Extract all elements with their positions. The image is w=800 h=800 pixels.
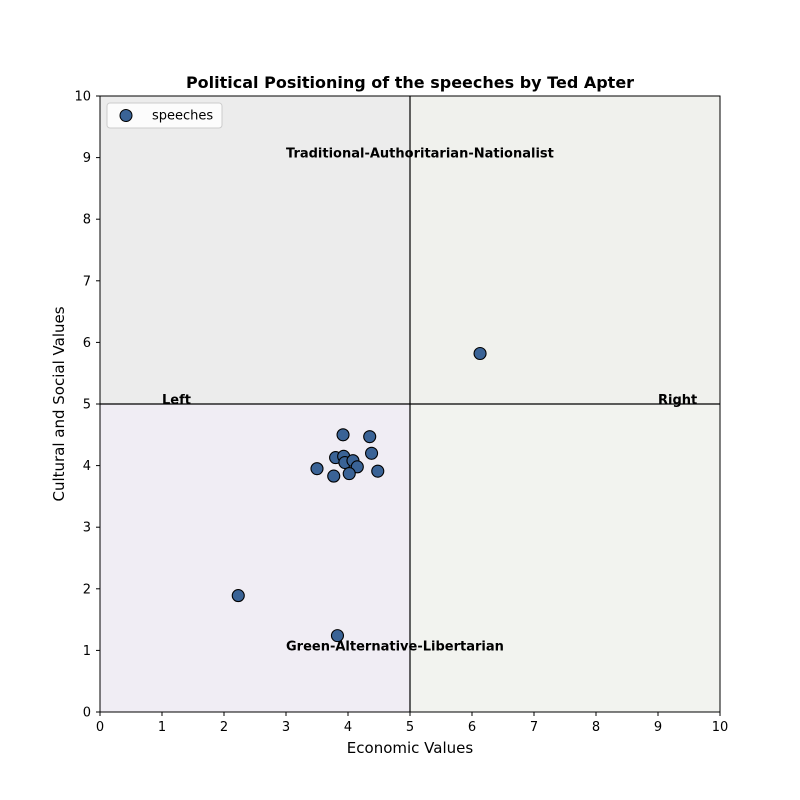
x-axis-ticks: 0 1 2 3 4 5 6 7 8 9 10 [96,712,728,735]
data-point [371,464,385,478]
x-tick-label: 2 [220,720,228,735]
data-point [365,446,379,460]
data-point [342,467,356,481]
y-tick-label: 3 [83,521,91,536]
y-axis-ticks: 0 1 2 3 4 5 6 7 8 9 10 [74,90,100,721]
data-point [363,430,377,444]
legend-box [106,102,223,129]
y-tick-label: 2 [83,582,91,597]
chart-title: Political Positioning of the speeches by… [186,73,634,92]
data-point [327,469,341,483]
legend-marker [119,109,133,122]
y-axis-label: Cultural and Social Values [50,306,68,501]
data-point [310,462,324,476]
y-tick-label: 10 [74,90,91,105]
x-tick-label: 9 [654,720,662,735]
y-tick-label: 5 [83,398,91,413]
y-tick-label: 4 [83,459,91,474]
y-tick-label: 8 [83,213,91,228]
annotation-green-alternative-libertarian: Green-Alternative-Libertarian [286,639,504,654]
y-tick-label: 6 [83,336,91,351]
x-tick-label: 3 [282,720,290,735]
quadrant-bottom-right [410,404,720,712]
legend: speeches [106,102,223,129]
quadrant-backgrounds [100,96,720,712]
data-point [336,428,350,442]
legend-label-speeches: speeches [152,109,213,124]
annotation-right: Right [658,393,697,408]
x-tick-label: 1 [158,720,166,735]
y-tick-label: 9 [83,151,91,166]
x-tick-label: 6 [468,720,476,735]
x-tick-label: 4 [344,720,352,735]
y-tick-label: 1 [83,644,91,659]
x-tick-label: 10 [712,720,729,735]
x-tick-label: 5 [406,720,414,735]
quadrant-top-right [410,96,720,404]
speeches-points [231,346,487,643]
quadrant-top-left [100,96,410,404]
data-point [231,589,245,603]
quadrant-bottom-left [100,404,410,712]
data-point [330,629,345,643]
annotation-left: Left [162,393,191,408]
x-tick-label: 0 [96,720,104,735]
quadrant-annotations: Traditional-Authoritarian-Nationalist Gre… [162,147,697,655]
x-axis-label: Economic Values [347,739,474,757]
y-tick-label: 0 [83,706,91,721]
y-tick-label: 7 [83,274,91,289]
annotation-traditional-authoritarian-nationalist: Traditional-Authoritarian-Nationalist [286,147,554,162]
quadrant-dividers [100,96,720,712]
x-tick-label: 7 [530,720,538,735]
data-point [473,346,487,361]
x-tick-label: 8 [592,720,600,735]
